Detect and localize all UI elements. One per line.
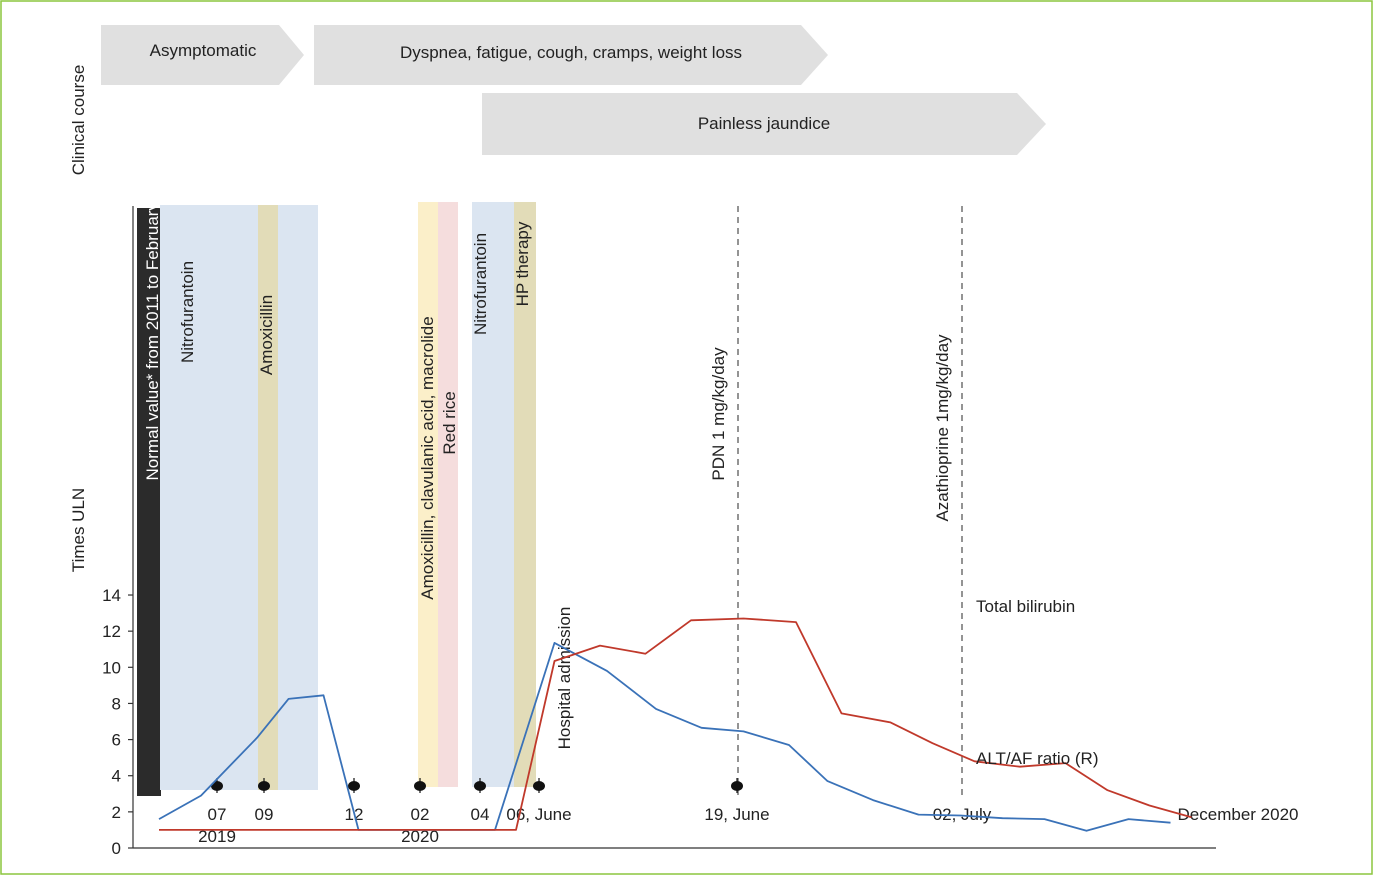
x-tick-sublabel: 2019	[198, 827, 236, 846]
therapy-band	[514, 202, 536, 787]
y-tick-label: 12	[102, 622, 121, 641]
therapy-band-label: Nitrofurantoin	[471, 233, 490, 335]
phase-asymptomatic: Asymptomatic	[101, 25, 304, 85]
y-axis-label: Times ULN	[69, 488, 88, 572]
therapy-band-label: Amoxicillin, clavulanic acid, macrolide	[418, 316, 437, 599]
phase-label: Asymptomatic	[150, 41, 257, 60]
event-label: PDN 1 mg/kg/day	[709, 347, 728, 481]
y-tick-label: 2	[112, 803, 121, 822]
y-tick-label: 6	[112, 731, 121, 750]
series-line	[158, 642, 1171, 832]
x-tick-sublabel: 2020	[401, 827, 439, 846]
phase-label: Painless jaundice	[698, 114, 830, 133]
x-tick-label: 04	[471, 805, 490, 824]
x-tick-label: December 2020	[1178, 805, 1299, 824]
clinical-course-phases: Asymptomatic Dyspnea, fatigue, cough, cr…	[101, 25, 1046, 155]
y-tick-label: 14	[102, 586, 121, 605]
therapy-band	[258, 205, 278, 790]
x-tick-dot	[731, 781, 743, 791]
therapy-bands: Normal value* from 2011 to February 2019…	[137, 160, 536, 796]
y-tick-label: 10	[102, 658, 121, 677]
therapy-band	[160, 205, 318, 790]
therapy-band	[137, 208, 161, 796]
therapy-band-label: Red rice	[440, 391, 459, 454]
x-tick-label: 06, June	[506, 805, 571, 824]
phase-arrow	[314, 25, 828, 85]
x-tick-label: 07	[208, 805, 227, 824]
event-label: Azathioprine 1mg/kg/day	[933, 334, 952, 522]
therapy-band	[418, 202, 438, 787]
y-tick-label: 4	[112, 767, 121, 786]
x-tick-label: 02, July	[933, 805, 992, 824]
series-lines	[158, 617, 1192, 832]
x-tick-label: 02	[411, 805, 430, 824]
phase-arrow	[101, 25, 304, 85]
x-tick-dot	[474, 781, 486, 791]
x-tick-dot	[258, 781, 270, 791]
therapy-band-label: Amoxicillin	[257, 295, 276, 375]
clinical-course-label: Clinical course	[69, 65, 88, 176]
therapy-band-label: Normal value* from 2011 to February 2019	[143, 160, 162, 481]
therapy-band	[472, 202, 520, 787]
event-lines: Hospital admission PDN 1 mg/kg/day Azathio…	[555, 206, 963, 800]
y-axis: 0 2 4 6 8 10 12 14	[102, 206, 134, 858]
x-tick-dot	[211, 781, 223, 791]
x-tick-dot	[348, 781, 360, 791]
series-labels: ALT/AF ratio (R) Total bilirubin	[976, 597, 1098, 768]
therapy-band-label: HP therapy	[513, 221, 532, 306]
event-label: Hospital admission	[555, 607, 574, 750]
x-tick-label: 19, June	[704, 805, 769, 824]
phase-symptoms: Dyspnea, fatigue, cough, cramps, weight …	[314, 25, 828, 85]
x-tick-label: 09	[255, 805, 274, 824]
phase-label: Dyspnea, fatigue, cough, cramps, weight …	[400, 43, 742, 62]
y-tick-label: 8	[112, 694, 121, 713]
therapy-band	[438, 202, 458, 787]
x-tick-dot	[533, 781, 545, 791]
therapy-band-label: Nitrofurantoin	[178, 261, 197, 363]
series-label: ALT/AF ratio (R)	[976, 749, 1098, 768]
series-line	[159, 617, 1192, 831]
x-tick-dot	[414, 781, 426, 791]
phase-jaundice: Painless jaundice	[482, 93, 1046, 155]
y-tick-label: 0	[112, 839, 121, 858]
phase-arrow	[482, 93, 1046, 155]
series-label: Total bilirubin	[976, 597, 1075, 616]
